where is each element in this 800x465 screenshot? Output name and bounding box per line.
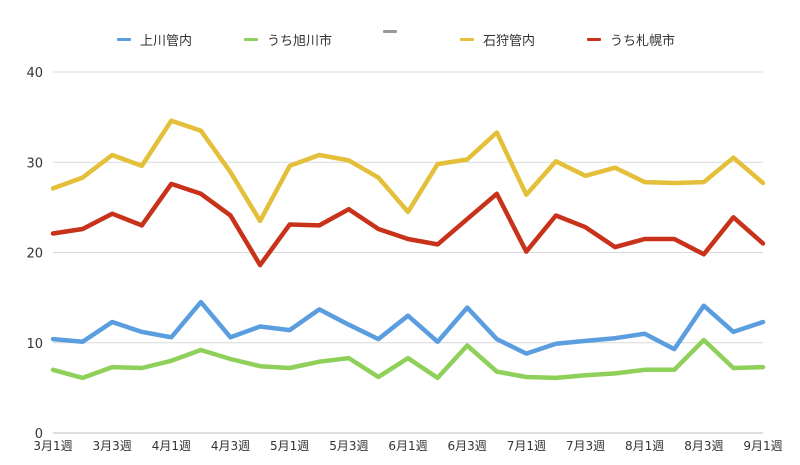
y-tick-label: 30 bbox=[26, 156, 43, 171]
y-tick-label: 40 bbox=[26, 66, 43, 81]
legend-swatch bbox=[383, 30, 397, 33]
chart-legend: 上川管内 うち旭川市 石狩管内 うち札幌市 bbox=[0, 30, 800, 50]
x-tick-label: 8月1週 bbox=[625, 439, 664, 453]
legend-item bbox=[383, 30, 406, 33]
legend-swatch bbox=[460, 38, 474, 41]
legend-label: 石狩管内 bbox=[483, 34, 536, 49]
x-tick-label: 5月3週 bbox=[329, 439, 368, 453]
x-tick-label: 7月3週 bbox=[566, 439, 605, 453]
x-tick-label: 3月1週 bbox=[33, 439, 72, 453]
x-tick-label: 3月3週 bbox=[93, 439, 132, 453]
y-tick-label: 20 bbox=[26, 247, 43, 262]
x-tick-label: 5月1週 bbox=[270, 439, 309, 453]
legend-item: 上川管内 bbox=[117, 30, 192, 49]
x-tick-label: 7月1週 bbox=[507, 439, 546, 453]
legend-swatch bbox=[587, 38, 601, 41]
series-line bbox=[50, 181, 766, 268]
x-tick-label: 9月1週 bbox=[743, 439, 782, 453]
legend-label: 上川管内 bbox=[140, 34, 193, 49]
y-tick-label: 0 bbox=[35, 427, 43, 442]
legend-label: うち旭川市 bbox=[267, 34, 333, 49]
series-line bbox=[50, 337, 766, 381]
y-tick-label: 10 bbox=[26, 337, 43, 352]
legend-item: 石狩管内 bbox=[460, 30, 535, 49]
legend-item: うち札幌市 bbox=[587, 30, 675, 49]
legend-swatch bbox=[244, 38, 258, 41]
x-tick-label: 6月3週 bbox=[448, 439, 487, 453]
series-line bbox=[50, 299, 766, 356]
x-tick-label: 6月1週 bbox=[388, 439, 427, 453]
x-tick-label: 4月3週 bbox=[211, 439, 250, 453]
legend-label: うち札幌市 bbox=[610, 34, 676, 49]
series-line bbox=[50, 118, 766, 224]
legend-swatch bbox=[117, 38, 131, 41]
x-tick-label: 8月3週 bbox=[684, 439, 723, 453]
x-tick-label: 4月1週 bbox=[152, 439, 191, 453]
legend-item: うち旭川市 bbox=[244, 30, 332, 49]
